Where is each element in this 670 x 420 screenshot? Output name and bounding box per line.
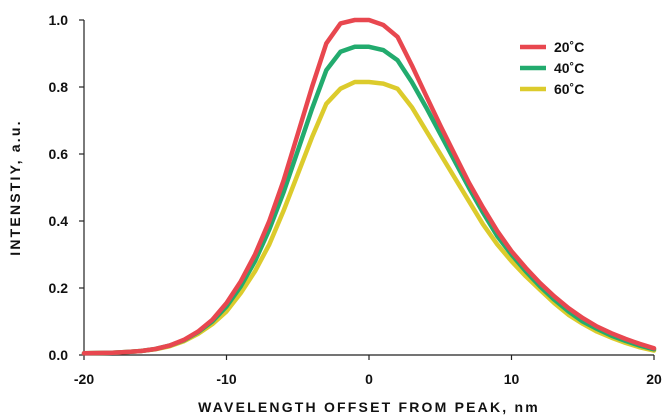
series-line-1: [81, 17, 657, 356]
x-tick-label: 20: [646, 371, 662, 387]
y-tick-label: 0.8: [49, 79, 69, 95]
y-axis-title: INTENSTIY, a.u.: [7, 119, 23, 255]
legend: 20˚C 40˚C 60˚C: [520, 39, 584, 97]
x-ticks: -20 -10 0 10 20: [74, 355, 662, 387]
y-tick-label: 0.0: [49, 347, 69, 363]
x-tick-label: -10: [216, 371, 236, 387]
x-tick-label: -20: [74, 371, 94, 387]
series-layer: [81, 17, 657, 356]
x-tick-label: 10: [504, 371, 520, 387]
x-axis-title: WAVELENGTH OFFSET FROM PEAK, nm: [198, 399, 540, 415]
y-tick-label: 0.4: [49, 213, 69, 229]
legend-label: 60˚C: [554, 81, 584, 97]
y-tick-label: 0.2: [49, 280, 69, 296]
legend-label: 20˚C: [554, 39, 584, 55]
y-ticks: 0.0 0.2 0.4 0.6 0.8 1.0: [49, 12, 84, 363]
x-tick-label: 0: [365, 371, 373, 387]
legend-label: 40˚C: [554, 60, 584, 76]
y-tick-label: 1.0: [49, 12, 69, 28]
y-tick-label: 0.6: [49, 146, 69, 162]
